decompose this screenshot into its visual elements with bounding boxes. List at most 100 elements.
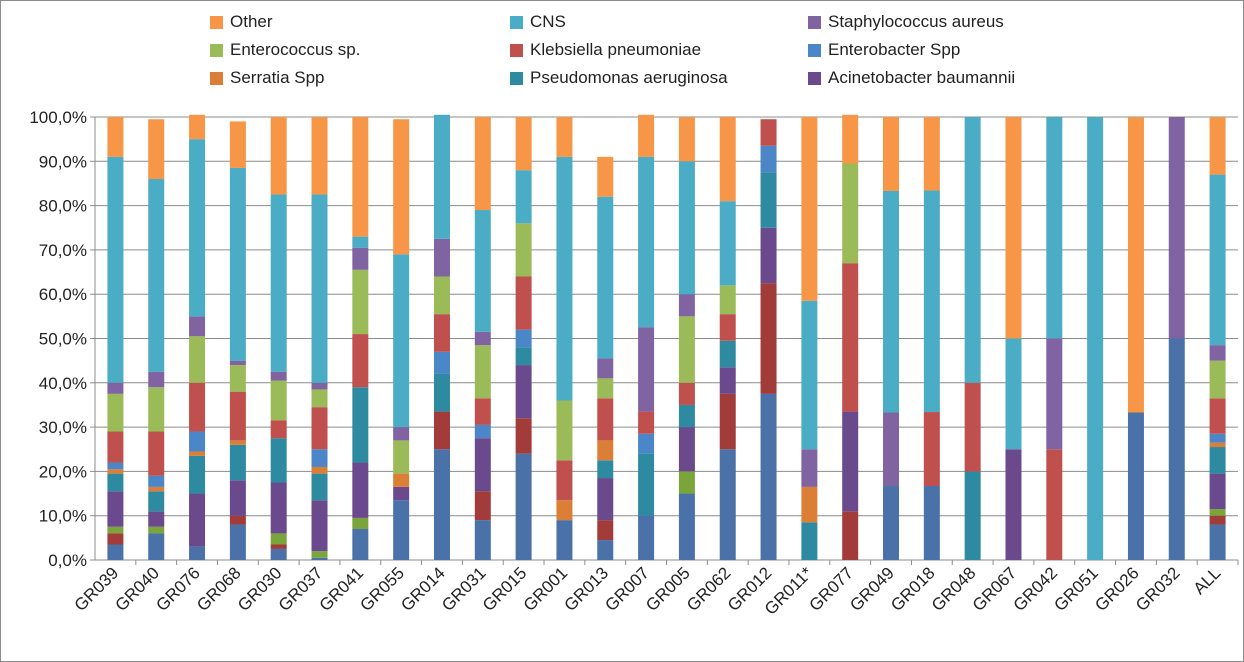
bar-segment <box>189 431 206 452</box>
bar-segment <box>1168 117 1185 339</box>
bar-segment <box>107 473 124 492</box>
x-tick-label: GR055 <box>356 563 408 615</box>
bar-segment <box>678 427 695 472</box>
bar-segment <box>270 544 287 549</box>
bar-segment <box>678 316 695 383</box>
x-tick-label: GR018 <box>887 563 939 615</box>
bar-segment <box>760 172 777 228</box>
bar-segment <box>515 276 532 330</box>
x-tick-label: GR037 <box>275 563 327 615</box>
bar-segment <box>189 114 206 140</box>
bar-segment <box>352 236 369 248</box>
bar-segment <box>1127 117 1144 413</box>
x-tick-label: GR068 <box>193 563 245 615</box>
bar-segment <box>1209 174 1226 346</box>
bar-segment <box>597 540 614 560</box>
bar-segment <box>597 156 614 197</box>
bar-segment <box>229 391 246 441</box>
x-tick-label: GR005 <box>642 563 694 615</box>
bar-segment <box>597 520 614 541</box>
x-tick-label: GR014 <box>397 563 449 615</box>
bar-segment <box>270 548 287 560</box>
bar-segment <box>760 227 777 284</box>
bar-segment <box>393 486 410 501</box>
legend-item: CNS <box>510 12 566 32</box>
bar-segment <box>760 119 777 146</box>
bar-segment <box>474 345 491 399</box>
x-tick-label: GR077 <box>805 563 857 615</box>
bar-segment <box>189 316 206 337</box>
bar-segment <box>107 526 124 534</box>
bar-segment <box>1046 117 1063 339</box>
bar-segment <box>311 449 328 467</box>
x-tick-label: GR041 <box>316 563 368 615</box>
x-tick-label: GR076 <box>152 563 204 615</box>
bar-segment <box>515 347 532 366</box>
x-tick-label: GR031 <box>438 563 490 615</box>
bar-segment <box>883 117 900 191</box>
bar-segment <box>597 398 614 441</box>
bar-segment <box>638 453 655 516</box>
bar-segment <box>270 371 287 381</box>
bar-segment <box>638 156 655 328</box>
bar-segment <box>597 460 614 479</box>
bar-segment <box>842 263 859 412</box>
bar-segment <box>107 431 124 463</box>
bar-segment <box>678 294 695 317</box>
legend-swatch <box>510 15 523 29</box>
bar-segment <box>311 551 328 558</box>
bar-segment <box>474 398 491 425</box>
bar-segment <box>760 145 777 173</box>
bar-segment <box>801 117 818 301</box>
bar-segment <box>597 440 614 461</box>
bar-segment <box>393 440 410 474</box>
bar-segment <box>148 119 165 180</box>
bar-segment <box>964 382 981 472</box>
bar-segment <box>678 493 695 560</box>
legend-label: Enterobacter Spp <box>828 40 961 59</box>
bar-segment <box>923 190 940 413</box>
legend-label: Other <box>230 12 273 31</box>
bar-segment <box>189 382 206 432</box>
bar-segment <box>1087 117 1104 560</box>
bar-segment <box>638 327 655 412</box>
bar-segment <box>393 119 410 255</box>
bar-segment <box>311 382 328 390</box>
bar-segment <box>433 373 450 412</box>
legend-label: Serratia Spp <box>230 68 325 87</box>
bar-segment <box>1005 338 1022 450</box>
bar-segment <box>229 515 246 525</box>
bar-segment <box>352 517 369 529</box>
bar-segment <box>515 418 532 454</box>
bar-segment <box>311 389 328 408</box>
bar-segment <box>515 365 532 419</box>
bar-segment <box>107 117 124 157</box>
bar-segment <box>801 449 818 487</box>
bar-segment <box>311 117 328 195</box>
y-tick-label: 20,0% <box>39 462 87 481</box>
bar-segment <box>148 475 165 487</box>
y-tick-label: 70,0% <box>39 241 87 260</box>
legend-swatch <box>210 43 223 57</box>
bar-segment <box>1005 117 1022 339</box>
bar-segment <box>433 449 450 560</box>
bar-segment <box>107 469 124 474</box>
bar-segment <box>393 473 410 487</box>
bar-segment <box>352 528 369 560</box>
bar-segment <box>433 238 450 277</box>
bar-segment <box>270 420 287 439</box>
legend-item: Serratia Spp <box>210 68 325 88</box>
bar-segment <box>433 351 450 374</box>
bar-segment <box>474 491 491 521</box>
bar-segment <box>597 358 614 379</box>
y-tick-label: 80,0% <box>39 197 87 216</box>
bar-segment <box>474 210 491 332</box>
bar-segment <box>352 247 369 270</box>
bar-segment <box>433 114 450 239</box>
bar-segment <box>719 314 736 341</box>
y-tick-label: 0,0% <box>48 551 87 570</box>
bar-segment <box>107 544 124 560</box>
legend-item: Klebsiella pneumoniae <box>510 40 701 60</box>
bar-segment <box>801 522 818 560</box>
bar-segment <box>801 486 818 523</box>
